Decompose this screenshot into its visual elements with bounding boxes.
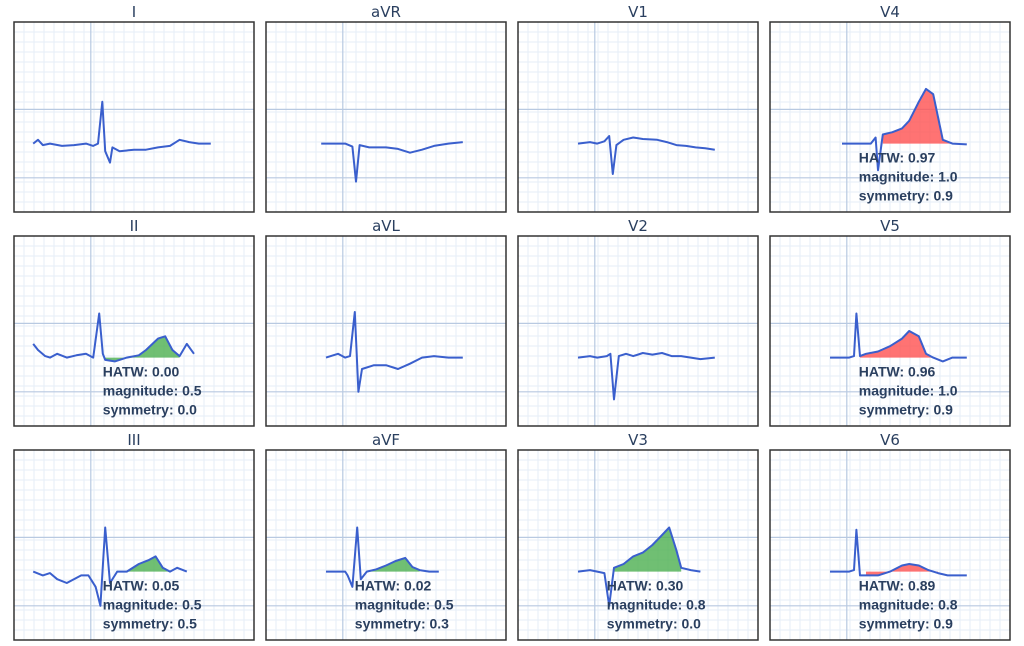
lead-title: III xyxy=(127,431,140,449)
t-wave-area xyxy=(105,336,180,362)
ecg-trace xyxy=(32,526,188,607)
ecg-trace xyxy=(325,311,463,393)
ecg-grid-lines xyxy=(14,22,254,212)
lead-title: aVL xyxy=(372,217,400,235)
ecg-grid-lines xyxy=(266,22,506,212)
symmetry-label: symmetry: 0.9 xyxy=(859,188,953,204)
panel-frame xyxy=(265,449,507,641)
hatw-label: HATW: 0.30 xyxy=(607,578,684,594)
hatw-label: HATW: 0.00 xyxy=(103,364,180,380)
magnitude-label: magnitude: 0.5 xyxy=(355,597,454,613)
lead-title: V6 xyxy=(880,431,900,449)
lead-panel-II: II HATW: 0.00 magnitude: 0.5 symmetry: 0.0 xyxy=(13,217,255,427)
ecg-trace xyxy=(830,312,967,363)
ecg-grid-lines xyxy=(770,22,1010,212)
symmetry-label: symmetry: 0.3 xyxy=(355,616,449,632)
lead-title: V3 xyxy=(628,431,648,449)
lead-panel-V1: V1 xyxy=(517,3,759,213)
lead-title: V5 xyxy=(880,217,900,235)
panel-frame xyxy=(517,21,759,213)
panel-frame xyxy=(13,235,255,427)
lead-panel-aVF: aVF HATW: 0.02 magnitude: 0.5 symmetry: 0.3 xyxy=(265,431,507,641)
lead-title: V1 xyxy=(628,3,648,21)
panel-frame xyxy=(769,21,1011,213)
ecg-trace xyxy=(830,528,967,577)
magnitude-label: magnitude: 1.0 xyxy=(859,169,958,185)
lead-title: II xyxy=(130,217,139,235)
lead-title: aVF xyxy=(372,431,400,449)
panel-frame xyxy=(769,235,1011,427)
magnitude-label: magnitude: 0.8 xyxy=(859,597,958,613)
hatw-label: HATW: 0.05 xyxy=(103,578,180,594)
ecg-grid-lines xyxy=(266,450,506,640)
lead-title: V2 xyxy=(628,217,648,235)
ecg-trace xyxy=(321,141,463,183)
panel-frame xyxy=(13,449,255,641)
lead-panel-aVR: aVR xyxy=(265,3,507,213)
panel-frame xyxy=(265,21,507,213)
lead-title: I xyxy=(132,3,136,21)
ecg-grid-lines xyxy=(14,450,254,640)
symmetry-label: symmetry: 0.0 xyxy=(103,402,197,418)
lead-panel-V3: V3 HATW: 0.30 magnitude: 0.8 symmetry: 0.0 xyxy=(517,431,759,641)
ecg-grid-lines xyxy=(518,22,758,212)
hatw-label: HATW: 0.96 xyxy=(859,364,936,380)
lead-panel-V5: V5 HATW: 0.96 magnitude: 1.0 symmetry: 0.9 xyxy=(769,217,1011,427)
magnitude-label: magnitude: 0.5 xyxy=(103,597,202,613)
panel-frame xyxy=(13,21,255,213)
hatw-label: HATW: 0.02 xyxy=(355,578,432,594)
symmetry-label: symmetry: 0.9 xyxy=(859,402,953,418)
t-wave-area xyxy=(126,556,170,572)
lead-panel-I: I xyxy=(13,3,255,213)
ecg-trace xyxy=(32,100,211,164)
ecg-trace xyxy=(842,87,967,172)
ecg-trace xyxy=(577,135,715,175)
lead-panel-V6: V6 HATW: 0.89 magnitude: 0.8 symmetry: 0.9 xyxy=(769,431,1011,641)
hatw-label: HATW: 0.89 xyxy=(859,578,936,594)
symmetry-label: symmetry: 0.5 xyxy=(103,616,197,632)
ecg-trace xyxy=(32,312,195,363)
panel-frame xyxy=(769,449,1011,641)
ecg-trace xyxy=(577,352,715,401)
magnitude-label: magnitude: 0.8 xyxy=(607,597,706,613)
panel-frame xyxy=(517,449,759,641)
t-wave-area xyxy=(860,331,934,358)
ecg-grid-lines xyxy=(14,236,254,426)
panel-frame xyxy=(517,235,759,427)
lead-title: aVR xyxy=(371,3,401,21)
ecg-trace xyxy=(326,526,439,588)
hatw-label: HATW: 0.97 xyxy=(859,150,936,166)
lead-title: V4 xyxy=(880,3,900,21)
lead-panel-V4: V4 HATW: 0.97 magnitude: 1.0 symmetry: 0.9 xyxy=(769,3,1011,213)
magnitude-label: magnitude: 1.0 xyxy=(859,383,958,399)
ecg-grid-lines xyxy=(518,236,758,426)
lead-panel-aVL: aVL xyxy=(265,217,507,427)
magnitude-label: magnitude: 0.5 xyxy=(103,383,202,399)
symmetry-label: symmetry: 0.9 xyxy=(859,616,953,632)
symmetry-label: symmetry: 0.0 xyxy=(607,616,701,632)
ecg-grid-lines xyxy=(770,450,1010,640)
lead-panel-III: III HATW: 0.05 magnitude: 0.5 symmetry: 0.5 xyxy=(13,431,255,641)
lead-panel-V2: V2 xyxy=(517,217,759,427)
panel-frame xyxy=(265,235,507,427)
ecg-trace xyxy=(577,526,701,607)
